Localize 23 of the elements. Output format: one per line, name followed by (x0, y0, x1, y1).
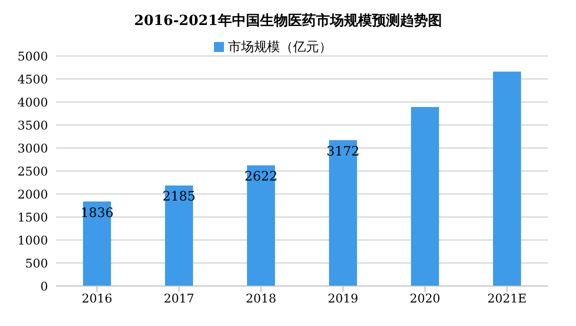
x-tick-label: 2018 (246, 292, 276, 306)
bar (493, 72, 521, 286)
x-tick-label: 2020 (410, 292, 440, 306)
x-tick-label: 2017 (164, 292, 194, 306)
y-tick-label: 3500 (17, 118, 48, 132)
x-tick-label: 2019 (328, 292, 358, 306)
bar (411, 107, 439, 286)
y-tick-label: 4500 (17, 72, 48, 86)
y-tick-label: 1500 (17, 210, 48, 224)
y-tick-label: 1000 (17, 233, 48, 248)
legend-label: 市场规模（亿元） (228, 40, 332, 55)
y-tick-label: 3000 (17, 141, 48, 156)
y-tick-label: 5000 (17, 49, 48, 64)
y-tick-label: 500 (25, 256, 48, 270)
y-tick-label: 0 (40, 279, 48, 294)
bar (329, 140, 357, 286)
y-tick-label: 4000 (17, 95, 48, 110)
x-tick-label: 2016 (82, 292, 112, 306)
x-tick-label: 2021E (487, 292, 527, 306)
chart-title: 2016-2021年中国生物医药市场规模预测趋势图 (133, 12, 443, 31)
y-tick-label: 2000 (17, 187, 48, 202)
bar (247, 165, 275, 286)
y-tick-label: 2500 (17, 164, 48, 178)
